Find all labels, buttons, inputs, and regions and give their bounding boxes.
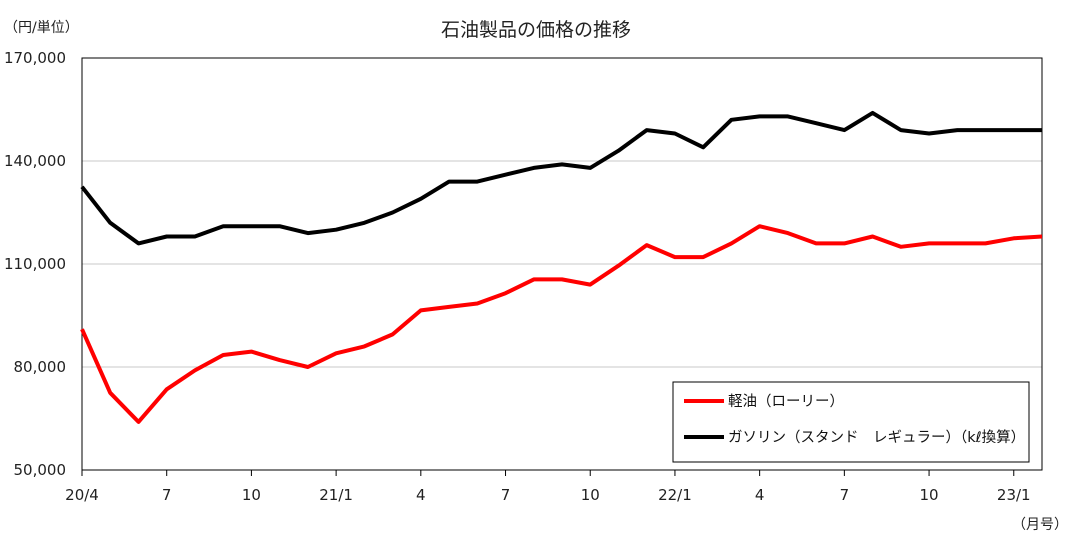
x-tick-label: 7 [162, 486, 172, 504]
x-tick-label: 23/1 [997, 486, 1031, 504]
x-tick-label: 10 [242, 486, 261, 504]
y-tick-label: 140,000 [4, 152, 66, 170]
legend-label-diesel: 軽油（ローリー） [728, 393, 844, 410]
x-axis: 20/4 7 10 21/1 4 7 10 22/1 4 7 10 23/1 [65, 470, 1031, 504]
series-line-diesel [80, 224, 1043, 424]
legend: 軽油（ローリー） ガソリン（スタンド レギュラー）（kℓ換算） [672, 381, 1030, 463]
chart-title: 石油製品の価格の推移 [441, 19, 631, 41]
x-tick-label: 4 [755, 486, 765, 504]
x-tick-label: 10 [920, 486, 939, 504]
plot-area [81, 57, 1043, 471]
y-tick-label: 110,000 [4, 255, 66, 273]
y-unit-label: （円/単位） [4, 20, 79, 36]
x-unit-label: （月号） [1012, 517, 1068, 533]
x-tick-label: 7 [501, 486, 511, 504]
series-layer [80, 110, 1043, 424]
x-tick-label: 10 [581, 486, 600, 504]
series-line-gasoline [80, 110, 1042, 246]
legend-label-gasoline: ガソリン（スタンド レギュラー）（kℓ換算） [728, 429, 1025, 446]
legend-box [672, 381, 1030, 463]
x-tick-label: 21/1 [319, 486, 353, 504]
y-tick-label: 80,000 [14, 358, 67, 376]
gridlines [82, 160, 1042, 368]
x-tick-label: 20/4 [65, 486, 99, 504]
x-tick-label: 4 [416, 486, 426, 504]
x-tick-label: 7 [840, 486, 850, 504]
y-tick-label: 170,000 [4, 49, 66, 67]
x-tick-label: 22/1 [658, 486, 692, 504]
y-axis: 50,000 80,000 110,000 140,000 170,000 [4, 49, 66, 479]
y-tick-label: 50,000 [14, 461, 67, 479]
